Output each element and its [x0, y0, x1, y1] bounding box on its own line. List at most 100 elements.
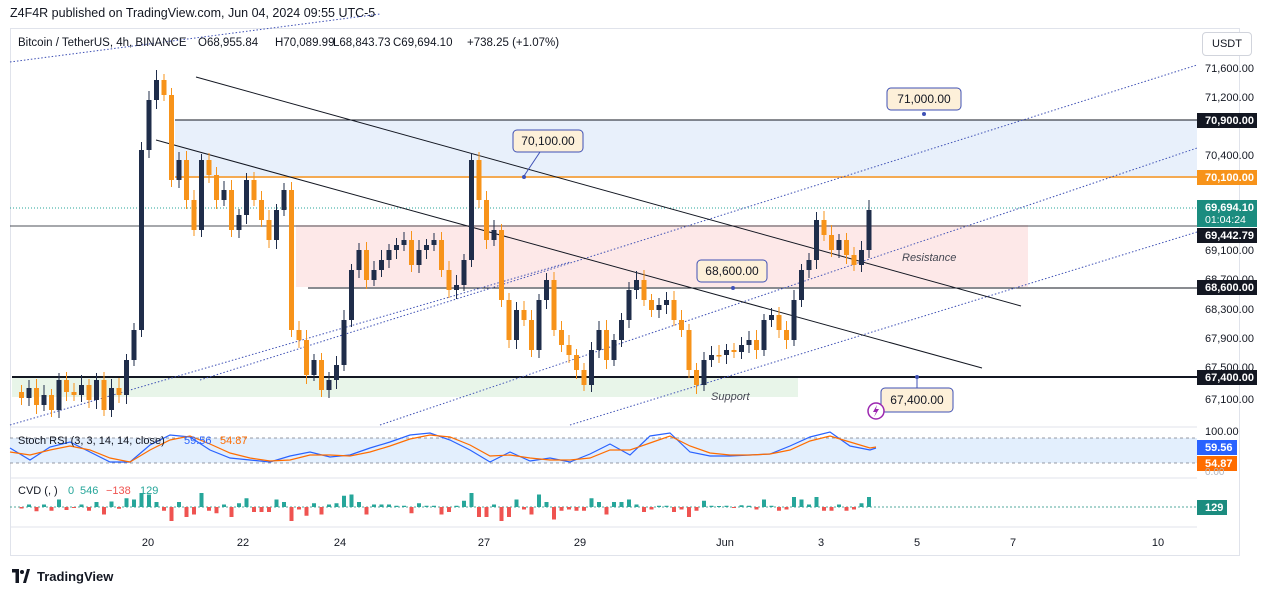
- candle-body: [446, 270, 452, 290]
- cvd-bar: [582, 507, 586, 511]
- cvd-bar: [394, 505, 399, 507]
- cvd-bar: [214, 507, 219, 514]
- cvd-bar: [222, 504, 226, 507]
- resistance-label: Resistance: [902, 252, 956, 264]
- price-tick: 68,300.00: [1205, 304, 1254, 316]
- cvd-bar: [312, 503, 316, 507]
- candle-body: [191, 200, 197, 230]
- badge-countdown: 01:04:24: [1205, 214, 1246, 226]
- cvd-bar: [709, 505, 714, 507]
- cvd-bar: [867, 497, 871, 507]
- candle-body: [649, 300, 654, 310]
- stoch-label[interactable]: Stoch RSI (3, 3, 14, 14, close): [18, 435, 165, 447]
- tradingview-logo-icon: [12, 569, 30, 583]
- cvd-bar: [612, 502, 616, 507]
- candle-body: [604, 330, 609, 360]
- channel-line-b[interactable]: [379, 147, 1198, 426]
- channel-line-d[interactable]: [9, 261, 571, 426]
- support-label: Support: [711, 391, 750, 403]
- candle-body: [41, 395, 47, 405]
- cvd-bar: [559, 507, 564, 511]
- candle-body: [199, 160, 204, 230]
- cvd-bar: [274, 499, 279, 507]
- cvd-bar: [102, 507, 106, 515]
- candle-body: [86, 385, 92, 400]
- cvd-bar: [267, 507, 271, 512]
- cvd-bar: [237, 503, 241, 507]
- cvd-bar: [507, 507, 511, 517]
- candle-body: [56, 380, 62, 410]
- candle-body: [319, 360, 324, 390]
- cvd-value-1: 0: [68, 485, 74, 497]
- candle-body: [131, 330, 137, 360]
- cvd-bar: [589, 498, 594, 507]
- candle-body: [274, 210, 279, 240]
- cvd-bar: [747, 505, 751, 507]
- currency-button[interactable]: USDT: [1202, 32, 1252, 56]
- candle-body: [559, 330, 564, 345]
- callout-67400-text: 67,400.00: [890, 393, 944, 407]
- legend-low: L68,843.73: [333, 37, 391, 49]
- price-axis[interactable]: 71,600.00 71,200.00 70,400.00 69,100.00 …: [1197, 63, 1257, 406]
- candle-body: [364, 250, 369, 280]
- cvd-bar: [327, 504, 331, 507]
- cvd-bar: [732, 507, 736, 508]
- candle-body: [424, 245, 429, 250]
- footer-brand-text: TradingView: [37, 568, 114, 584]
- legend-symbol[interactable]: Bitcoin / TetherUS, 4h, BINANCE: [18, 37, 187, 49]
- lightning-icon[interactable]: [867, 402, 885, 420]
- candle-body: [326, 380, 332, 390]
- cvd-bar: [492, 504, 496, 507]
- time-tick: 29: [574, 537, 586, 549]
- candle-body: [146, 100, 152, 150]
- candle-body: [161, 80, 167, 95]
- cvd-bar: [574, 507, 579, 511]
- trendline-upper[interactable]: [195, 76, 1022, 307]
- cvd-label[interactable]: CVD (, ): [18, 485, 58, 497]
- time-axis[interactable]: 20 22 24 27 29 Jun 3 5 7 10: [142, 537, 1164, 549]
- candle-body: [589, 350, 594, 385]
- stoch-band: [10, 438, 1197, 463]
- price-tick: 71,600.00: [1205, 63, 1254, 75]
- candle-body: [529, 320, 534, 350]
- channel-line-a[interactable]: [199, 64, 1198, 381]
- cvd-bar: [252, 507, 256, 512]
- cvd-bar: [462, 500, 466, 507]
- callout-67400[interactable]: 67,400.00: [880, 375, 954, 413]
- candle-body: [844, 240, 849, 255]
- cvd-bar: [139, 493, 144, 507]
- cvd-bar: [49, 507, 54, 511]
- cvd-bar: [424, 505, 429, 507]
- cvd-bar: [372, 504, 376, 507]
- cvd-bar: [27, 504, 31, 507]
- callout-71000[interactable]: 71,000.00: [886, 87, 962, 116]
- channel-line-upper[interactable]: [9, 13, 381, 63]
- cvd-bar: [754, 507, 759, 510]
- candle-body: [401, 240, 407, 245]
- cvd-bar: [154, 502, 159, 507]
- footer-brand[interactable]: TradingView: [10, 566, 113, 586]
- cvd-value-4: 129: [140, 485, 158, 497]
- callout-70100[interactable]: 70,100.00: [512, 129, 584, 179]
- cvd-bar: [177, 502, 181, 507]
- candle-body: [679, 320, 684, 330]
- cvd-bar: [132, 499, 136, 507]
- channel-line-c[interactable]: [569, 231, 1198, 426]
- candle-body: [499, 230, 504, 300]
- trendline-lower[interactable]: [155, 139, 983, 369]
- callout-68600[interactable]: 68,600.00: [696, 259, 768, 290]
- cvd-bar: [454, 505, 459, 507]
- cvd-bar: [304, 507, 309, 516]
- cvd-bar: [319, 507, 324, 515]
- candle-body: [761, 320, 767, 350]
- cvd-bar: [814, 497, 819, 507]
- cvd-bar: [529, 507, 534, 515]
- candle-body: [514, 310, 519, 340]
- cvd-bar: [124, 498, 129, 507]
- price-tick: 70,400.00: [1205, 150, 1254, 162]
- time-tick: 3: [818, 537, 824, 549]
- candle-body: [799, 270, 804, 300]
- stoch-k-value: 59.56: [184, 435, 212, 447]
- candle-body: [386, 250, 392, 260]
